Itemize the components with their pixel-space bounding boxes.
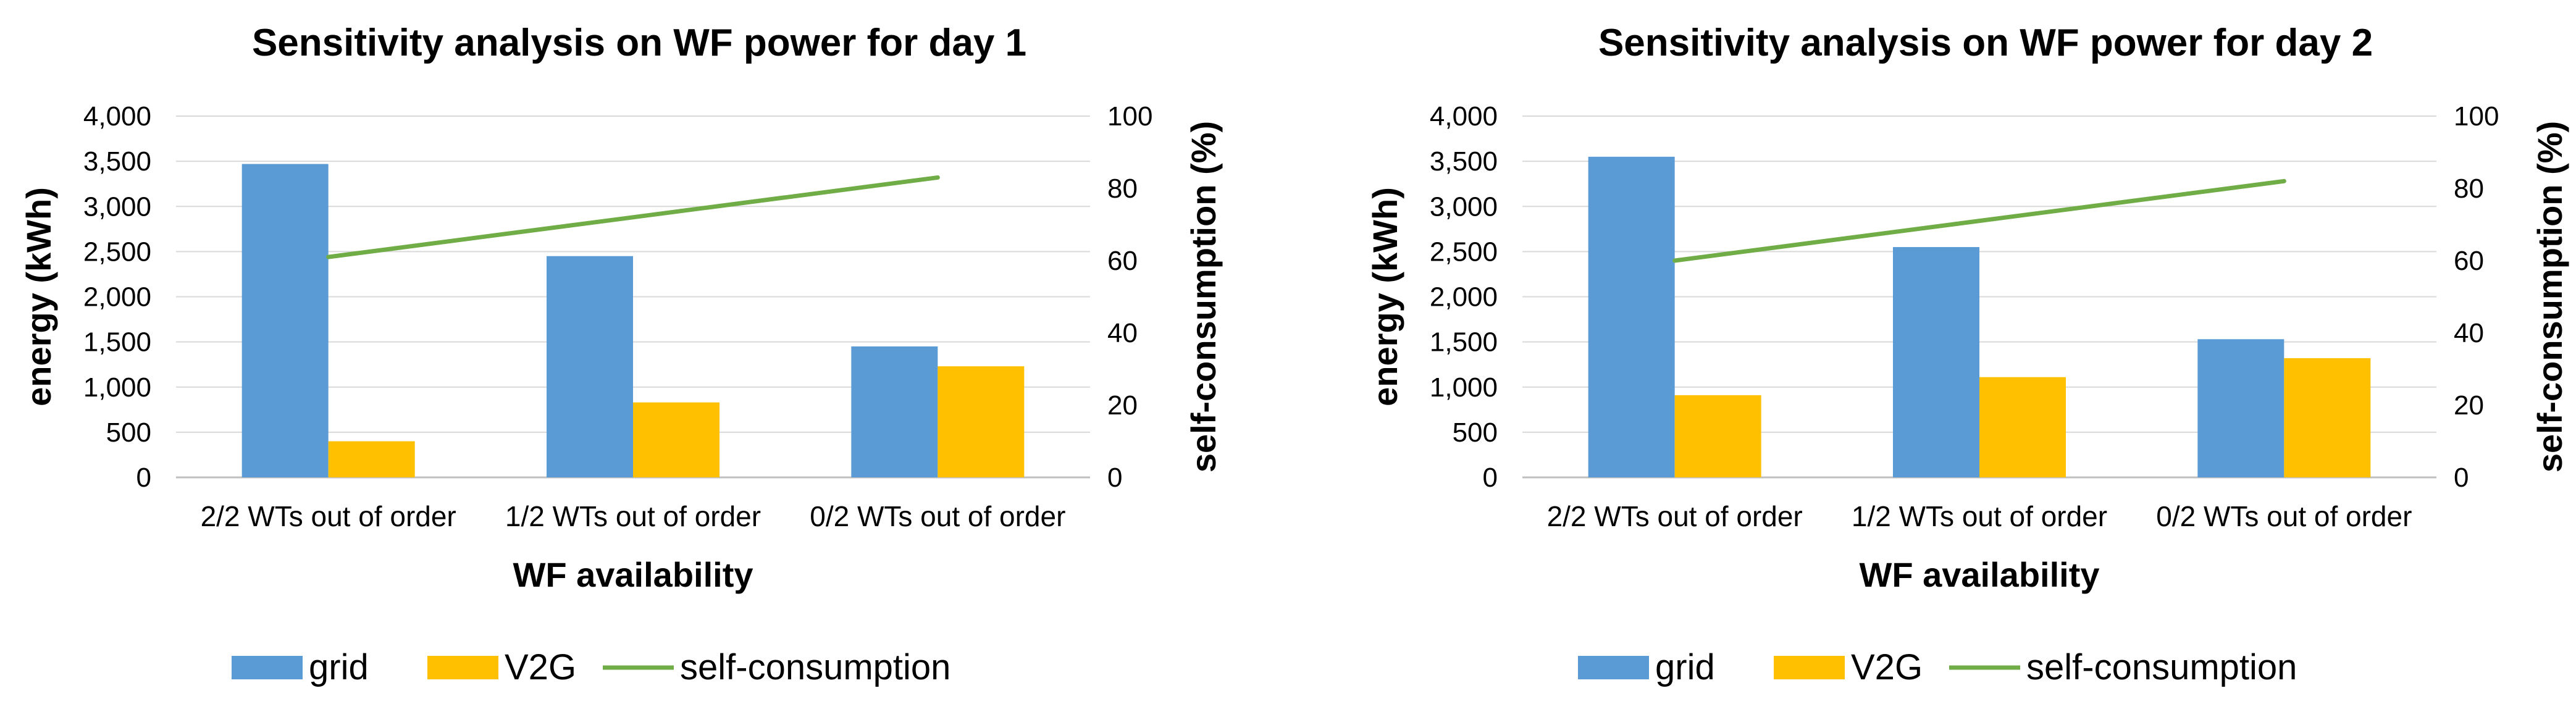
bar-v2g-2 [633,402,720,477]
bar-v2g-3 [938,366,1025,477]
legend-swatch-v2g [1774,656,1845,679]
bar-v2g-3 [2284,358,2371,477]
legend-swatch-grid [1578,656,1649,679]
x-tick-label: 0/2 WTs out of order [2156,500,2412,532]
y-tick-label: 500 [106,417,151,448]
y-tick-label: 4,000 [1430,101,1498,132]
legend-swatch-grid [232,656,303,679]
y2-axis-title: self-consumption (%) [2530,121,2569,472]
bar-grid-1 [1588,156,1675,477]
bar-v2g-1 [1674,395,1761,477]
y-axis-title: energy (kWh) [1366,187,1404,406]
y2-tick-label: 100 [2454,101,2499,132]
y-tick-label: 500 [1453,417,1498,448]
y2-tick-label: 40 [2454,318,2484,348]
x-axis-title: WF availability [1860,555,2100,594]
legend-swatch-v2g [427,656,498,679]
y2-tick-label: 0 [1107,463,1122,493]
bar-grid-2 [547,256,633,477]
y-tick-label: 1,500 [83,327,151,358]
y2-tick-label: 80 [2454,174,2484,204]
line-self-consumption [1672,178,2286,263]
x-tick-label: 2/2 WTs out of order [201,500,456,532]
y-tick-label: 2,500 [83,237,151,267]
y-tick-label: 2,000 [83,282,151,312]
chart-day2: Sensitivity analysis on WF power for day… [1366,22,2569,687]
x-tick-label: 2/2 WTs out of order [1547,500,1803,532]
legend-label-self-consumption: self-consumption [2026,647,2297,687]
bar-v2g-2 [1979,377,2066,477]
y2-tick-label: 80 [1107,174,1138,204]
legend: grid V2G self-consumption [1578,647,2297,687]
y2-tick-label: 60 [1107,246,1138,276]
y-tick-label: 0 [136,463,151,493]
chart-day1: Sensitivity analysis on WF power for day… [19,22,1223,687]
legend-label-v2g: V2G [505,647,576,687]
x-tick-label: 1/2 WTs out of order [505,500,761,532]
legend-label-grid: grid [1655,647,1715,687]
y-tick-label: 3,500 [83,146,151,177]
bar-grid-3 [851,346,938,477]
y-tick-label: 4,000 [83,101,151,132]
bar-grid-1 [241,164,329,477]
bar-grid-2 [1893,247,1979,477]
legend-label-self-consumption: self-consumption [680,647,950,687]
y-tick-label: 1,000 [83,372,151,403]
y2-tick-label: 0 [2454,463,2469,493]
y2-tick-label: 20 [1107,390,1138,421]
y-tick-label: 1,500 [1430,327,1498,358]
line-self-consumption [326,175,940,259]
y2-tick-label: 100 [1107,101,1152,132]
x-tick-label: 0/2 WTs out of order [810,500,1065,532]
bar-v2g-1 [328,441,415,477]
legend: grid V2G self-consumption [232,647,950,687]
y2-tick-label: 20 [2454,390,2484,421]
y-tick-label: 2,000 [1430,282,1498,312]
y-tick-label: 1,000 [1430,372,1498,403]
legend-label-v2g: V2G [1851,647,1923,687]
chart-title: Sensitivity analysis on WF power for day… [252,22,1026,64]
y-tick-label: 3,000 [1430,191,1498,222]
y2-tick-label: 40 [1107,318,1138,348]
bar-grid-3 [2197,339,2284,477]
y2-tick-label: 60 [2454,246,2484,276]
y2-axis-title: self-consumption (%) [1184,121,1223,472]
y-axis-title: energy (kWh) [19,187,58,406]
legend-label-grid: grid [309,647,369,687]
y-tick-label: 2,500 [1430,237,1498,267]
x-axis-title: WF availability [513,555,753,594]
y-tick-label: 3,500 [1430,146,1498,177]
y-tick-label: 3,000 [83,191,151,222]
chart-title: Sensitivity analysis on WF power for day… [1598,22,2373,64]
y-tick-label: 0 [1483,463,1498,493]
x-tick-label: 1/2 WTs out of order [1852,500,2107,532]
